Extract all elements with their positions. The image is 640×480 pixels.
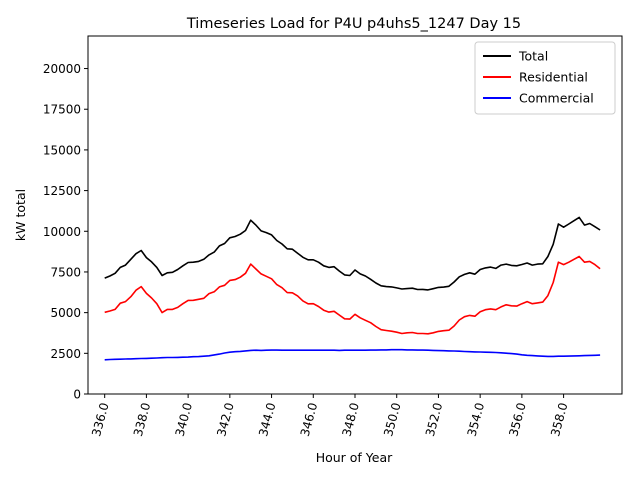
x-axis-label: Hour of Year	[316, 450, 393, 465]
y-tick-label: 7500	[50, 265, 81, 279]
series-line-total	[104, 216, 601, 291]
y-tick-label: 0	[73, 388, 81, 402]
y-tick-label: 10000	[43, 225, 81, 239]
legend-label-residential: Residential	[519, 70, 588, 85]
legend-box	[474, 41, 616, 115]
legend-label-total: Total	[518, 49, 548, 64]
y-tick-label: 12500	[43, 184, 81, 198]
y-tick-label: 2500	[50, 347, 81, 361]
series-line-residential	[104, 255, 601, 335]
legend-label-commercial: Commercial	[519, 91, 594, 106]
chart-title: Timeseries Load for P4U p4uhs5_1247 Day …	[186, 16, 521, 32]
y-axis-label: kW total	[13, 189, 28, 241]
series-line-commercial	[104, 348, 601, 361]
legend: Total Residential Commercial	[474, 41, 616, 115]
y-axis: 0 2500 5000 7500 10000 12500 15000 17500 20000	[43, 62, 88, 402]
y-tick-label: 5000	[50, 306, 81, 320]
y-tick-label: 15000	[43, 143, 81, 157]
plot-area	[104, 216, 601, 361]
y-tick-label: 17500	[43, 103, 81, 117]
y-tick-label: 20000	[43, 62, 81, 76]
